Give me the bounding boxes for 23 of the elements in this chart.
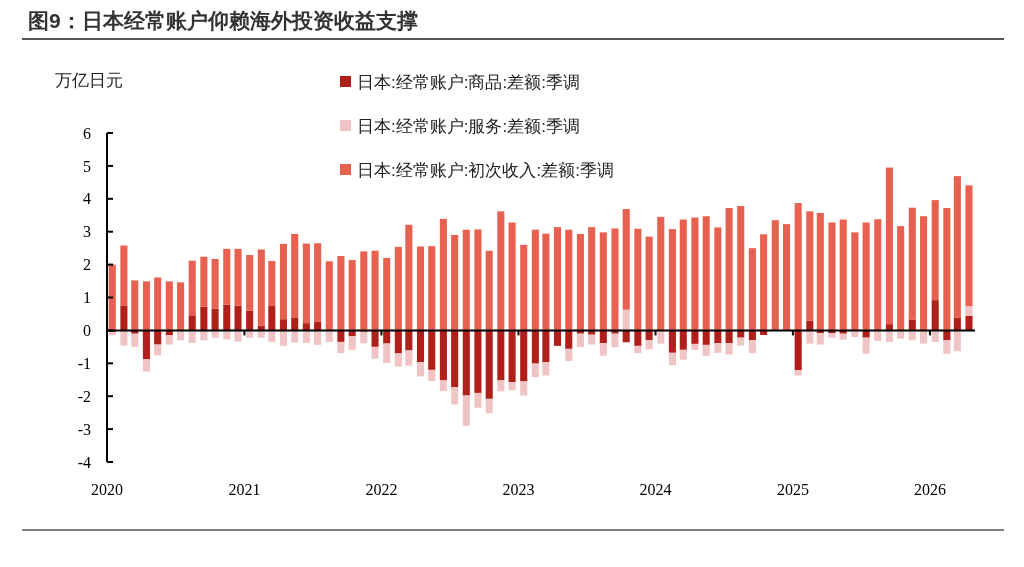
y-tick-label: -4 xyxy=(77,453,91,471)
y-tick-label: -1 xyxy=(77,354,91,372)
x-tick-label: 2024 xyxy=(639,481,672,498)
x-tick-label: 2021 xyxy=(228,481,261,498)
y-tick-label: -3 xyxy=(77,420,91,438)
x-tick-label: 2026 xyxy=(913,481,946,498)
legend-label: 日本:经常账户:服务:差额:季调 xyxy=(357,116,580,136)
legend-label: 日本:经常账户:商品:差额:季调 xyxy=(357,72,580,92)
x-tick-label: 2023 xyxy=(502,481,535,498)
y-tick-label: -2 xyxy=(77,387,91,405)
legend-label: 日本:经常账户:初次收入:差额:季调 xyxy=(357,160,614,180)
y-tick-label: 5 xyxy=(83,157,91,175)
y-axis-title: 万亿日元 xyxy=(55,71,123,90)
y-tick-label: 4 xyxy=(83,190,91,208)
y-tick-label: 3 xyxy=(83,223,91,241)
y-tick-label: 2 xyxy=(83,256,91,274)
y-tick-label: 1 xyxy=(83,289,91,307)
x-tick-label: 2025 xyxy=(776,481,809,498)
chart-title: 图9：日本经常账户仰赖海外投资收益支撑 xyxy=(28,9,418,32)
x-tick-label: 2020 xyxy=(91,481,123,498)
y-tick-label: 6 xyxy=(83,124,91,142)
x-tick-label: 2022 xyxy=(365,481,398,498)
y-tick-label: 0 xyxy=(83,322,91,339)
